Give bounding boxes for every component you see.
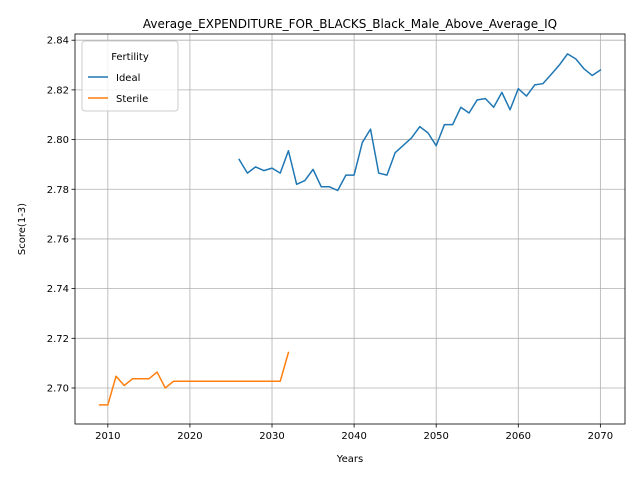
series-line-ideal <box>238 53 602 192</box>
y-tick-label: 2.72 <box>47 334 69 345</box>
y-tick-label: 2.80 <box>47 135 69 146</box>
legend-box <box>81 40 179 112</box>
legend: Fertility Ideal Sterile <box>81 40 179 112</box>
chart-title: Average_EXPENDITURE_FOR_BLACKS_Black_Mal… <box>143 17 557 31</box>
grid-lines <box>75 34 625 424</box>
y-tick-label: 2.70 <box>47 383 69 394</box>
y-tick-label: 2.78 <box>47 185 69 196</box>
x-tick-label: 2060 <box>506 431 531 442</box>
plot-frame <box>74 33 626 425</box>
legend-label-sterile: Sterile <box>116 94 148 105</box>
x-tick-label: 2010 <box>95 431 120 442</box>
y-tick-label: 2.74 <box>47 284 69 295</box>
x-tick-label: 2020 <box>177 431 202 442</box>
x-axis-label: Years <box>336 454 363 465</box>
legend-label-ideal: Ideal <box>116 73 140 84</box>
y-tick-label: 2.82 <box>47 85 69 96</box>
series-layer <box>98 53 602 406</box>
x-axis: 2010 2020 2030 2040 2050 2060 2070 <box>95 424 613 442</box>
y-tick-label: 2.84 <box>47 36 69 47</box>
series-line-sterile <box>98 351 290 406</box>
legend-title: Fertility <box>111 52 149 63</box>
x-tick-label: 2040 <box>341 431 366 442</box>
y-axis: 2.70 2.72 2.74 2.76 2.78 2.80 2.82 2.84 <box>47 36 75 394</box>
y-axis-label: Score(1-3) <box>17 203 28 255</box>
x-tick-label: 2070 <box>588 431 613 442</box>
x-tick-label: 2030 <box>259 431 284 442</box>
x-tick-label: 2050 <box>423 431 448 442</box>
y-tick-label: 2.76 <box>47 234 69 245</box>
